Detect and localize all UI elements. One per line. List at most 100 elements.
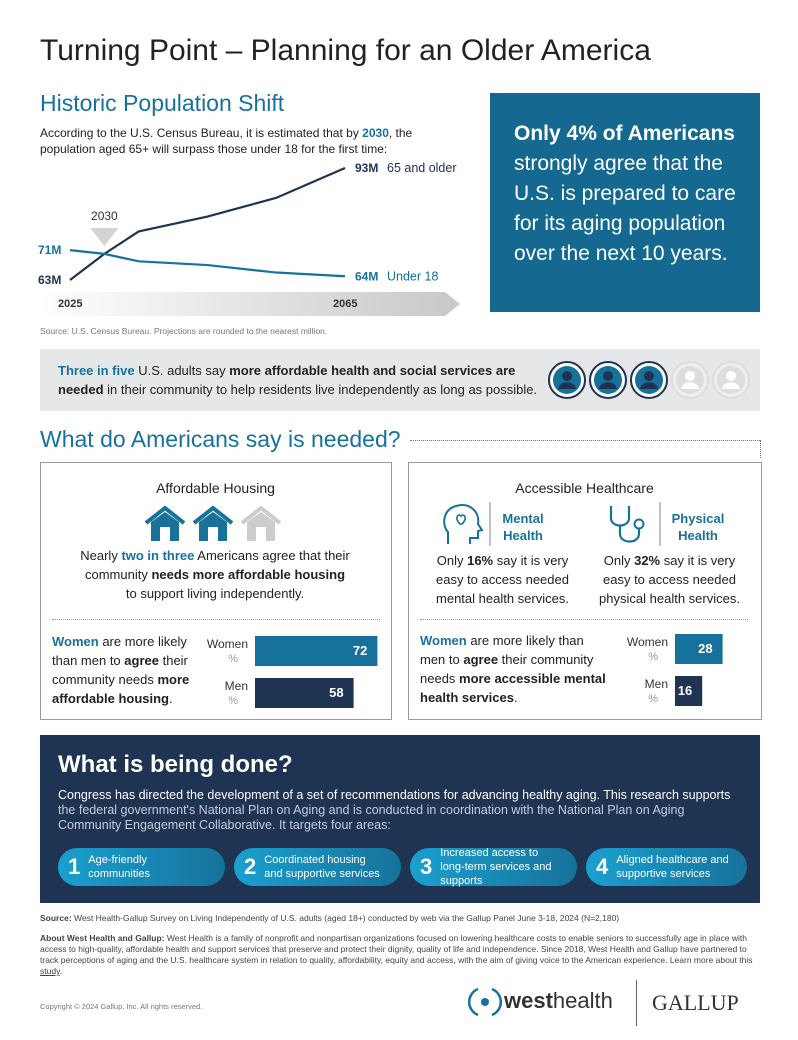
area-number: 1	[68, 854, 81, 879]
comparison: Women are more likely than men to agree …	[52, 632, 202, 708]
bar-chart: Women% 72 Men% 58	[207, 636, 378, 708]
dotted-rule	[410, 440, 760, 441]
section-heading: Historic Population Shift	[40, 90, 285, 116]
footer-about: About West Health and Gallup: West Healt…	[40, 933, 760, 977]
text: agree	[463, 652, 499, 667]
text: say it is very easy to access needed phy…	[599, 553, 740, 606]
section-heading: What is being done?	[58, 751, 293, 778]
person-icon	[630, 361, 668, 399]
area-number: 2	[244, 854, 257, 879]
dotted-rule	[420, 619, 748, 620]
text: Americans agree that their community	[84, 548, 350, 582]
banner-text: Three in five U.S. adults say more affor…	[58, 361, 548, 399]
comparison: Women are more likely than men to agree …	[420, 631, 610, 707]
text: more accessible mental health services	[420, 671, 606, 705]
bar-value: 28	[698, 641, 712, 656]
text: Women	[420, 633, 467, 648]
text: more affordable housing	[52, 672, 190, 706]
page-title: Turning Point – Planning for an Older Am…	[40, 34, 651, 67]
text: .	[513, 690, 518, 705]
card-title: Accessible Healthcare	[515, 480, 654, 496]
done-body: Congress has directed the development of…	[58, 788, 748, 833]
gallup-logo: GALLUP	[652, 990, 739, 1015]
bar-category: Men	[225, 679, 248, 693]
text: Only	[603, 553, 635, 568]
card-title: Affordable Housing	[156, 480, 275, 496]
value-label: 93M	[355, 161, 378, 175]
area-pill: 3 Increased access to long-term services …	[410, 847, 577, 887]
line-chart: 2025 2065 2030 63M 93M 65 and older 71M 64M Unde…	[38, 161, 460, 316]
bar-unit: %	[648, 693, 658, 705]
house-body	[151, 512, 179, 541]
dotted-rule	[760, 440, 761, 458]
value-label: 71M	[38, 243, 61, 257]
intro-text: According to the U.S. Census Bureau, it …	[40, 125, 470, 157]
bar-unit: %	[228, 653, 238, 665]
mental-text: Only 16% say it is very easy to access n…	[425, 551, 580, 608]
x-tick-label: 2025	[58, 298, 82, 310]
area-pill: 4 Aligned healthcare and supportive servi…	[586, 848, 747, 886]
text: Women	[52, 634, 99, 649]
icon-body	[681, 382, 699, 389]
west-logo: westhealth	[504, 988, 613, 1014]
icon-body	[558, 382, 576, 389]
physical-icon	[609, 502, 661, 546]
area-pill: 2 Coordinated housing and supportive serv…	[234, 848, 401, 886]
text: .	[59, 966, 63, 976]
text: 16%	[467, 553, 494, 568]
text: more affordable health and social servic…	[58, 363, 516, 397]
people-icons	[548, 361, 750, 399]
line-series	[69, 249, 346, 278]
text: to support living independently.	[125, 586, 305, 601]
mental-label: Mental Health	[502, 511, 544, 543]
area-label: Increased access to long-term services a…	[440, 847, 552, 887]
house-icons	[144, 505, 282, 541]
text: two in three	[121, 548, 195, 563]
area-number: 3	[420, 854, 433, 879]
bar-value: 58	[329, 685, 343, 700]
text: Only	[436, 553, 468, 568]
timeline-band	[40, 292, 460, 316]
housing-card	[40, 462, 392, 720]
bar-unit: %	[648, 651, 658, 663]
text: , the population aged 65+ will surpass t…	[40, 126, 413, 156]
text: Only 4% of Americans	[514, 122, 735, 145]
person-icon	[589, 361, 627, 399]
icon-body	[640, 382, 658, 389]
text: West Health-Gallup Survey on Living Inde…	[71, 913, 620, 923]
text: U.S. adults say	[134, 363, 230, 378]
bar-value: 16	[678, 683, 692, 698]
house-icon	[240, 505, 282, 541]
series-name: Under 18	[387, 269, 438, 283]
text: are more likely than men to	[52, 634, 187, 668]
area-pill: 1 Age-friendly communities	[58, 848, 225, 886]
text: About West Health and Gallup:	[40, 933, 165, 943]
text: in their community to help residents liv…	[103, 382, 538, 397]
area-number: 4	[596, 854, 609, 879]
text: West Health is a family of nonprofit and…	[40, 933, 753, 965]
highlight-box: Only 4% of Americans strongly agree that…	[490, 93, 760, 312]
area-label: Aligned healthcare and supportive servic…	[616, 854, 729, 880]
person-icon	[712, 361, 750, 399]
house-body	[199, 512, 227, 541]
bar	[675, 634, 723, 664]
dotted-rule	[52, 619, 380, 620]
marker-triangle	[90, 228, 119, 246]
person-icon	[548, 361, 586, 399]
text: are more likely than men to	[420, 633, 584, 667]
physical-text: Only 32% say it is very easy to access n…	[592, 551, 747, 608]
house-icon	[144, 505, 186, 541]
icon-head	[685, 371, 695, 381]
text: their community needs	[52, 653, 188, 687]
person-icon	[671, 361, 709, 399]
bar	[255, 678, 354, 708]
house-body	[247, 512, 275, 541]
study-link[interactable]: study	[40, 966, 60, 976]
text: strongly agree that the U.S. is prepared…	[514, 152, 736, 265]
logo-divider	[636, 980, 637, 1026]
bar-category: Men	[645, 677, 668, 691]
text: west	[504, 988, 553, 1013]
physical-label: Physical Health	[671, 511, 725, 543]
line-series	[69, 166, 346, 281]
